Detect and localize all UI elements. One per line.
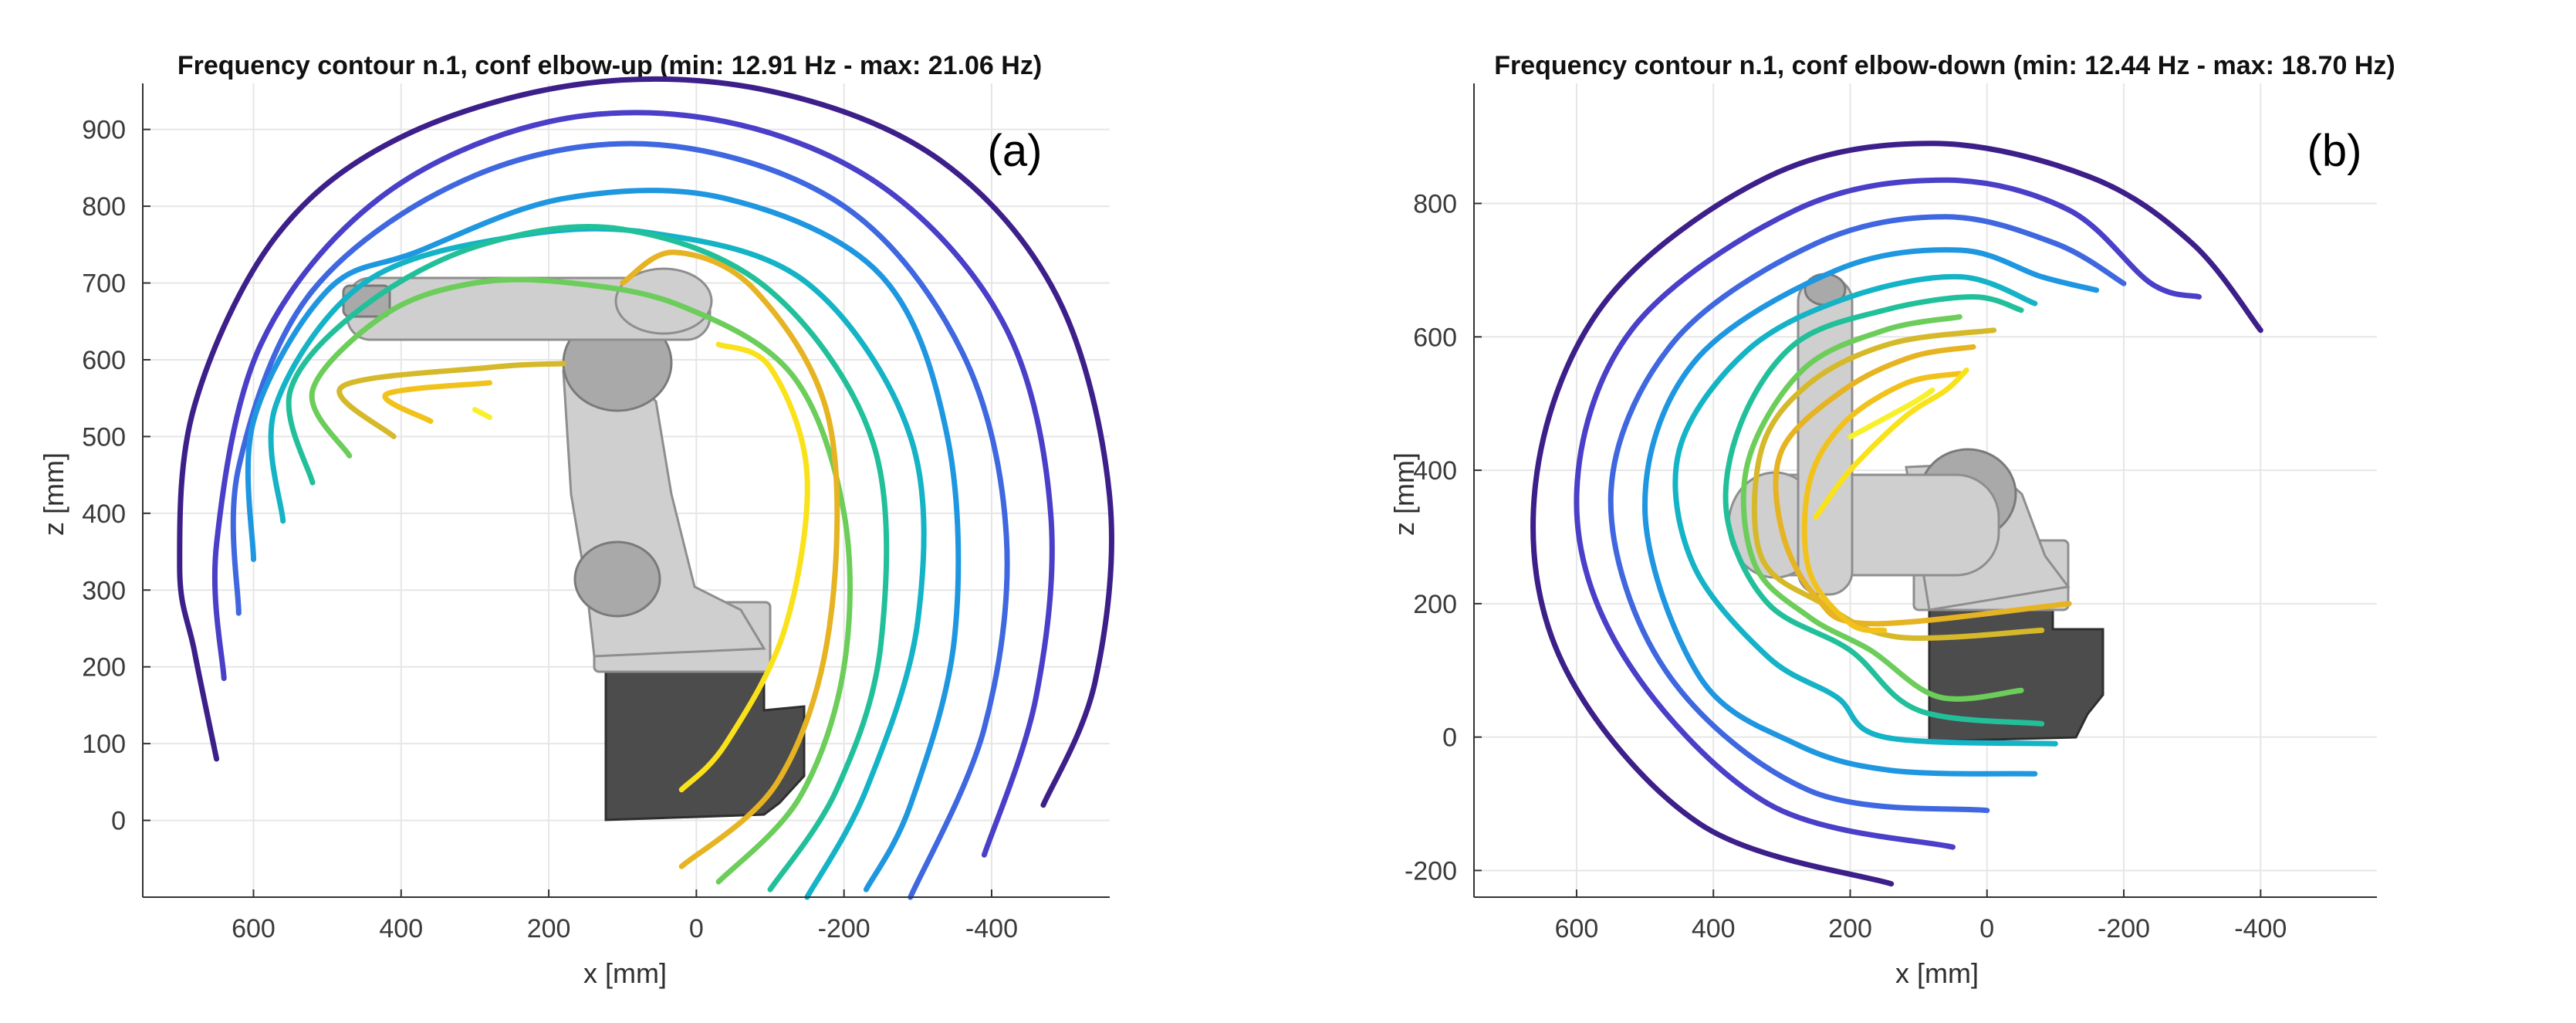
x-tick-label-b: 400 bbox=[1692, 914, 1736, 943]
x-tick-label-b: -400 bbox=[2234, 914, 2287, 943]
x-tick-label-a: 0 bbox=[689, 914, 704, 943]
contour-b-level-5 bbox=[1672, 273, 2058, 747]
y-tick-label-b: 800 bbox=[1413, 190, 1457, 219]
y-tick-label-b: 600 bbox=[1413, 323, 1457, 352]
y-ticks-b: -200 0 200 400 600 800 bbox=[1405, 190, 1482, 886]
y-tick-label-a: 0 bbox=[111, 807, 126, 836]
x-tick-label-a: -200 bbox=[818, 914, 870, 943]
y-tick-label-a: 500 bbox=[82, 422, 126, 452]
y-tick-label-a: 800 bbox=[82, 192, 126, 222]
contour-b-level-10 bbox=[1801, 371, 1962, 633]
x-axis-label-b: x [mm] bbox=[1895, 957, 1979, 989]
contour-a-level-6 bbox=[286, 224, 890, 893]
y-tick-label-b: -200 bbox=[1405, 856, 1457, 886]
x-ticks-b: 600 400 200 0 -200 -400 bbox=[1555, 889, 2287, 943]
y-tick-label-a: 300 bbox=[82, 576, 126, 605]
contour-b-level-7 bbox=[1740, 313, 2024, 702]
x-ticks-a: 600 400 200 0 -200 -400 bbox=[232, 889, 1018, 943]
x-tick-label-b: 600 bbox=[1555, 914, 1599, 943]
contour-b-level-8 bbox=[1751, 327, 2045, 641]
panel-label-b: (b) bbox=[2307, 126, 2362, 176]
contour-b-level-1 bbox=[1530, 141, 2263, 887]
y-axis-label-b: z [mm] bbox=[1388, 452, 1420, 536]
y-tick-label-a: 700 bbox=[82, 269, 126, 299]
contour-a-level-4 bbox=[245, 188, 962, 893]
y-tick-label-a: 100 bbox=[82, 730, 126, 759]
contour-b-level-9 bbox=[1773, 344, 2072, 627]
y-ticks-a: 0 100 200 300 400 500 600 700 800 900 bbox=[82, 116, 150, 836]
contour-a-level-3 bbox=[230, 141, 1010, 900]
y-tick-label-b: 0 bbox=[1442, 723, 1457, 753]
panel-label-a: (a) bbox=[988, 126, 1043, 176]
contours-a bbox=[177, 76, 1114, 900]
x-tick-label-b: 200 bbox=[1828, 914, 1872, 943]
contour-b-level-2 bbox=[1574, 177, 2202, 850]
y-tick-label-a: 900 bbox=[82, 116, 126, 145]
panel-a: Frequency contour n.1, conf elbow-up (mi… bbox=[38, 51, 1114, 989]
y-tick-label-a: 400 bbox=[82, 500, 126, 529]
x-tick-label-a: 200 bbox=[527, 914, 571, 943]
contour-a-level-12 bbox=[472, 407, 492, 420]
contour-b-level-6 bbox=[1722, 294, 2045, 727]
x-tick-label-b: -200 bbox=[2098, 914, 2150, 943]
contour-a-level-11 bbox=[678, 341, 810, 793]
contour-a-level-1 bbox=[177, 76, 1114, 808]
contour-b-level-11 bbox=[1813, 368, 1969, 520]
contour-b-level-4 bbox=[1642, 247, 2100, 777]
chart-title-a: Frequency contour n.1, conf elbow-up (mi… bbox=[177, 51, 1042, 80]
robot-arm-elbow-down bbox=[1727, 273, 2104, 743]
x-tick-label-b: 0 bbox=[1979, 914, 1994, 943]
axes-b bbox=[1473, 83, 2377, 898]
x-tick-label-a: 400 bbox=[379, 914, 423, 943]
x-tick-label-a: 600 bbox=[232, 914, 276, 943]
contour-a-level-7 bbox=[309, 276, 853, 885]
x-tick-label-a: -400 bbox=[965, 914, 1018, 943]
axes-a bbox=[142, 83, 1110, 898]
chart-title-b: Frequency contour n.1, conf elbow-down (… bbox=[1494, 51, 2395, 80]
robot-arm-elbow-up bbox=[342, 267, 806, 821]
x-axis-label-a: x [mm] bbox=[583, 957, 667, 989]
y-tick-label-b: 200 bbox=[1413, 590, 1457, 619]
y-tick-label-a: 600 bbox=[82, 346, 126, 375]
y-axis-label-a: z [mm] bbox=[38, 452, 69, 536]
contours-b bbox=[1530, 141, 2263, 887]
y-tick-label-b: 400 bbox=[1413, 456, 1457, 486]
contour-a-level-8 bbox=[336, 361, 566, 439]
contour-a-level-10 bbox=[382, 380, 492, 424]
contour-a-level-5 bbox=[268, 225, 927, 900]
contour-a-level-2 bbox=[211, 110, 1055, 858]
contour-b-level-12 bbox=[1847, 387, 1935, 440]
y-tick-label-a: 200 bbox=[82, 653, 126, 683]
contour-b-level-3 bbox=[1607, 214, 2127, 814]
contour-a-level-9 bbox=[620, 249, 840, 869]
panel-b: Frequency contour n.1, conf elbow-down (… bbox=[1388, 51, 2395, 989]
